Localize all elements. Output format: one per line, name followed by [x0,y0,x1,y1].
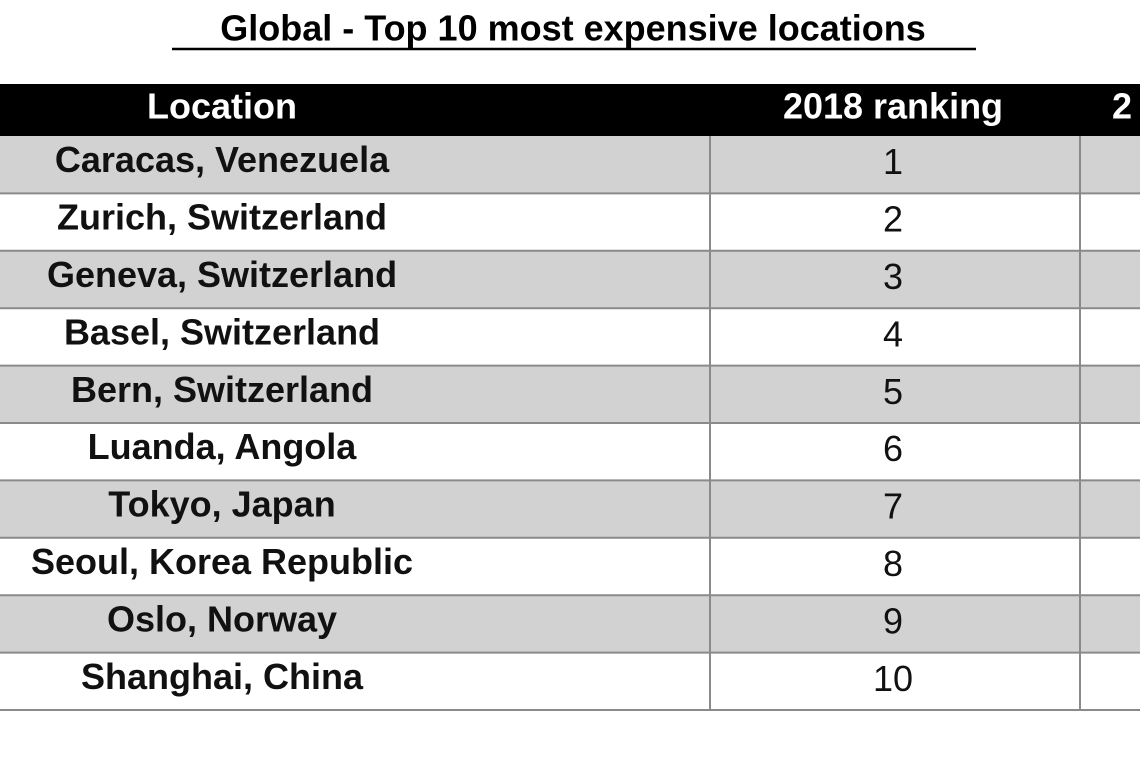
row-background [0,365,1140,423]
location-cell: Basel, Switzerland [64,311,380,352]
header-cell: 2018 ranking [783,86,1003,127]
location-cell: Luanda, Angola [88,426,358,467]
ranking-cell: 4 [883,313,903,354]
ranking-cell: 8 [883,543,903,584]
ranking-cell: 9 [883,600,903,641]
ranking-cell: 3 [883,256,903,297]
row-background [0,480,1140,538]
row-background [0,193,1140,251]
ranking-cell: 2 [883,199,903,240]
ranking-cell: 7 [883,486,903,527]
ranking-cell: 10 [873,658,913,699]
location-cell: Seoul, Korea Republic [31,541,413,582]
location-cell: Oslo, Norway [107,598,337,639]
row-background [0,136,1140,194]
location-cell: Bern, Switzerland [71,369,373,410]
location-cell: Geneva, Switzerland [47,254,397,295]
ranking-cell: 1 [883,141,903,182]
row-background [0,595,1140,653]
row-background [0,308,1140,366]
title: Global - Top 10 most expensive locations [220,8,926,49]
ranking-cell: 5 [883,371,903,412]
location-cell: Caracas, Venezuela [55,139,390,180]
row-background [0,652,1140,710]
header-cell: Location [147,86,297,127]
ranking-cell: 6 [883,428,903,469]
location-cell: Shanghai, China [81,656,364,697]
header-row [0,84,1140,136]
location-cell: Tokyo, Japan [108,484,335,525]
row-background [0,250,1140,309]
row-background [0,423,1140,481]
header-cell: 2 [1112,86,1132,127]
row-background [0,537,1140,596]
location-cell: Zurich, Switzerland [57,197,387,238]
